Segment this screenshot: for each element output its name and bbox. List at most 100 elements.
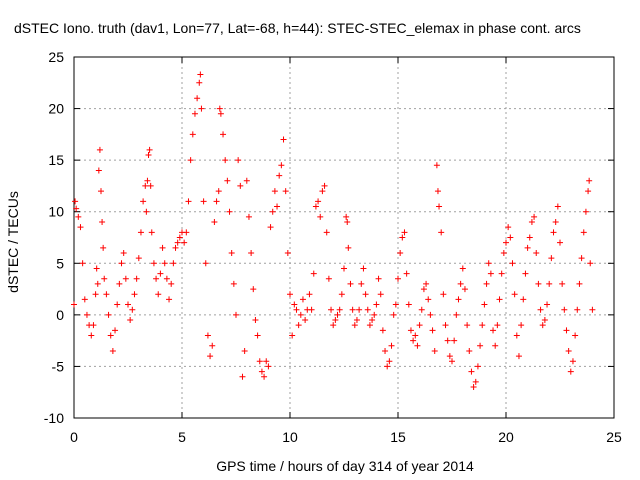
- data-point: [416, 322, 423, 329]
- data-point: [375, 275, 382, 282]
- data-point: [197, 71, 204, 78]
- data-point: [118, 260, 125, 267]
- data-point: [319, 188, 326, 195]
- data-point: [328, 306, 335, 313]
- data-point: [271, 188, 278, 195]
- data-point: [181, 239, 188, 246]
- data-point: [503, 239, 509, 246]
- data-point: [485, 260, 492, 267]
- data-point: [541, 317, 548, 324]
- data-point: [500, 249, 507, 256]
- data-point: [483, 280, 490, 287]
- data-point: [364, 306, 371, 313]
- data-point: [166, 296, 173, 303]
- data-point: [434, 188, 441, 195]
- data-point: [461, 286, 468, 293]
- data-point: [207, 353, 214, 360]
- data-point: [369, 317, 376, 324]
- data-point: [282, 188, 289, 195]
- data-point: [582, 208, 589, 215]
- chart-title: dSTEC Iono. truth (dav1, Lon=77, Lat=-68…: [14, 20, 581, 36]
- data-point: [360, 265, 367, 272]
- data-point: [356, 306, 363, 313]
- data-point: [163, 275, 170, 282]
- data-point: [431, 347, 438, 354]
- data-point: [92, 291, 99, 298]
- data-point: [107, 332, 114, 339]
- data-point: [455, 296, 462, 303]
- data-point: [252, 317, 259, 324]
- data-point: [147, 182, 154, 189]
- data-point: [481, 301, 488, 308]
- data-point: [72, 198, 79, 205]
- data-point: [146, 146, 153, 153]
- data-point: [250, 286, 257, 293]
- data-point: [586, 177, 593, 184]
- data-point: [150, 260, 157, 267]
- data-point: [263, 358, 270, 365]
- data-point: [425, 296, 432, 303]
- data-point: [535, 280, 542, 287]
- data-point: [567, 368, 574, 375]
- data-point: [133, 275, 140, 282]
- data-point: [148, 229, 155, 236]
- data-point: [95, 167, 102, 174]
- data-point: [77, 224, 84, 231]
- data-point: [569, 358, 576, 365]
- data-point: [344, 219, 351, 226]
- data-point: [98, 188, 104, 195]
- data-point: [403, 270, 410, 277]
- x-tick-label: 15: [390, 429, 406, 445]
- data-point: [373, 301, 380, 308]
- data-point: [330, 322, 337, 329]
- data-point: [438, 229, 445, 236]
- data-point: [496, 296, 503, 303]
- data-point: [420, 286, 427, 293]
- data-point: [310, 270, 317, 277]
- data-point: [554, 203, 561, 210]
- data-point: [222, 157, 229, 164]
- data-point: [511, 291, 518, 298]
- data-point: [287, 291, 293, 298]
- data-point: [505, 224, 512, 231]
- data-point: [371, 311, 378, 318]
- data-point: [122, 275, 129, 282]
- data-point: [323, 229, 330, 236]
- data-point: [423, 280, 430, 287]
- data-point: [75, 213, 82, 220]
- data-point: [459, 265, 466, 272]
- data-point: [513, 332, 520, 339]
- data-point: [88, 332, 95, 339]
- data-point: [131, 291, 138, 298]
- data-point: [191, 110, 198, 117]
- data-point: [498, 270, 505, 277]
- data-point: [174, 239, 181, 246]
- data-point: [382, 347, 389, 354]
- data-point: [103, 291, 110, 298]
- data-point: [565, 347, 572, 354]
- data-point: [137, 229, 144, 236]
- data-point: [274, 203, 281, 210]
- data-point: [198, 105, 205, 112]
- data-point: [312, 203, 319, 210]
- data-point: [153, 275, 160, 282]
- data-point: [474, 363, 481, 370]
- data-point: [170, 260, 177, 267]
- data-point: [299, 296, 306, 303]
- data-point: [332, 317, 339, 324]
- data-point: [83, 311, 90, 318]
- data-point: [308, 306, 315, 313]
- y-tick-label: -10: [44, 410, 64, 426]
- data-point: [453, 311, 460, 318]
- data-point: [204, 332, 211, 339]
- data-point: [143, 208, 150, 215]
- data-point: [470, 384, 477, 391]
- data-point: [468, 368, 475, 375]
- data-point: [194, 95, 201, 102]
- data-point: [338, 291, 345, 298]
- data-point: [99, 219, 106, 226]
- x-tick-label: 0: [70, 429, 78, 445]
- data-point: [578, 255, 585, 262]
- data-point: [325, 275, 332, 282]
- data-point: [351, 322, 358, 329]
